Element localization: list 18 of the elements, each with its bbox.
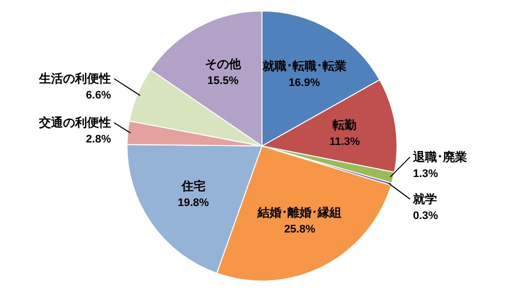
data-label: 1.3% (413, 168, 438, 180)
data-label: 15.5% (207, 74, 239, 87)
slice-label: 就職･転職･転業 (261, 58, 346, 73)
slice-label: 住宅 (180, 178, 206, 193)
data-label: 6.6% (86, 90, 112, 102)
data-label: 25.8% (284, 224, 316, 236)
data-label: 2.8% (86, 134, 112, 146)
slice-label: 転勤 (332, 118, 357, 132)
data-label: 11.3% (329, 136, 360, 148)
slice-label: 退職･廃業 (412, 150, 467, 164)
slice-label: 結婚･離婚･縁組 (256, 206, 342, 220)
data-label: 19.8% (178, 196, 210, 209)
slice-label: 生活の利便性 (38, 72, 111, 86)
data-label: 0.3% (413, 210, 438, 222)
slice-label: 就学 (412, 192, 437, 206)
slice-label: その他 (204, 56, 242, 71)
slice-label: 交通の利便性 (38, 116, 111, 130)
data-label: 16.9% (288, 76, 320, 89)
